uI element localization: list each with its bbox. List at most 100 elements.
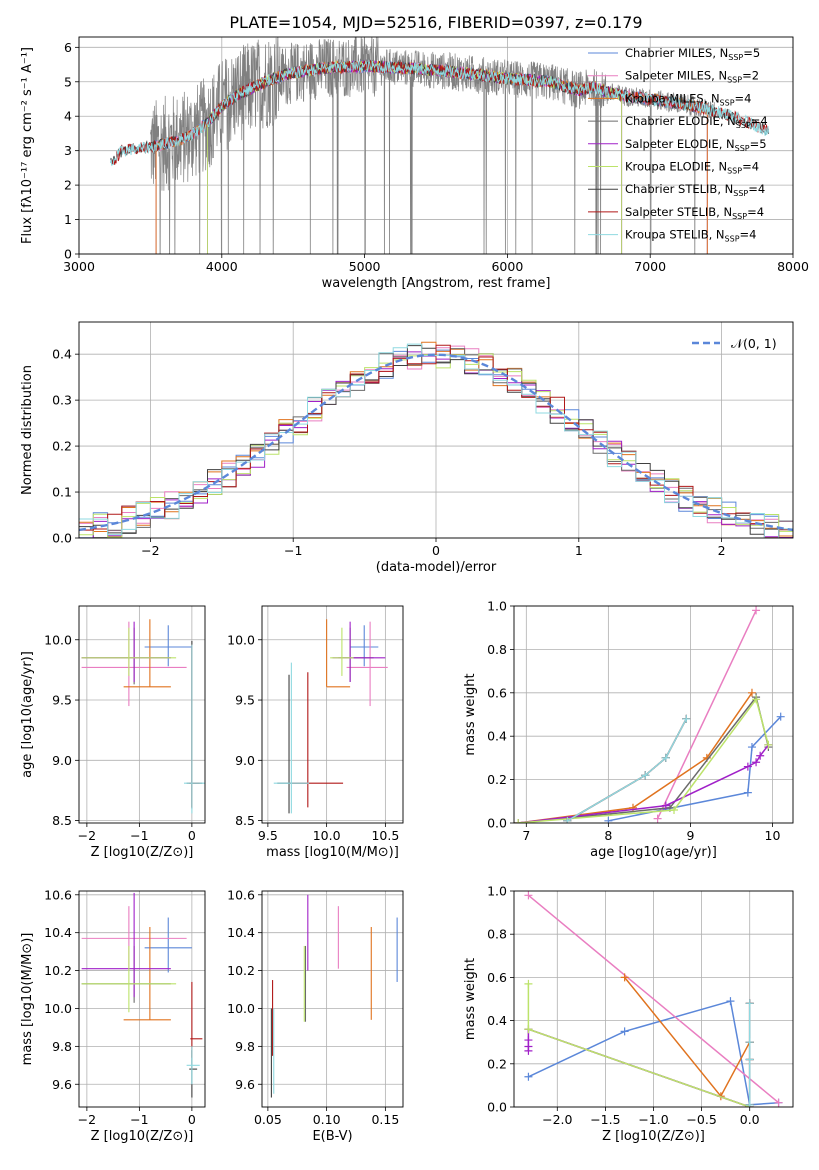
histogram-kroupa-stelib (79, 343, 793, 538)
y-tick-label: 10.0 (44, 632, 72, 647)
legend-label-sub: SSP (733, 189, 748, 198)
y-tick-label: 9.5 (52, 693, 72, 708)
y-tick-label: 9.0 (52, 753, 72, 768)
y-axis-label: mass weight (463, 958, 478, 1040)
x-axis-label: (data-model)/error (376, 560, 497, 575)
x-tick-label: 10.0 (313, 828, 341, 843)
x-axis-label: mass [log10(M/M⊙)] (266, 845, 399, 860)
point-marker-chabrier-miles (726, 997, 735, 1006)
plot-area (270, 894, 398, 1098)
legend-label-text: Salpeter STELIB, N (625, 205, 732, 219)
plot-area (79, 341, 793, 538)
series-kroupa-elodie (518, 697, 770, 823)
legend-label: Salpeter MILES, NSSP=2 (625, 69, 759, 85)
axes-residuals: −2 −1 0 1 2 0.0 0.1 0.2 0.3 0.4 (data-model)/error… (20, 321, 794, 575)
y-tick-label: 0.8 (487, 927, 507, 942)
point-marker-kroupa-elodie (524, 1025, 533, 1034)
y-tick-label: 8.5 (52, 813, 72, 828)
series-kroupa-miles (624, 976, 751, 1098)
axes-frame (261, 890, 404, 1108)
y-tick-label: 10.0 (44, 1001, 72, 1016)
x-tick-label: 0.0 (740, 1112, 760, 1127)
legend-label-text: Chabrier ELODIE, N (625, 114, 736, 128)
x-tick-label: −2 (78, 828, 96, 843)
y-tick-label: 0.4 (487, 729, 507, 744)
series-salpeter-miles (527, 894, 780, 1104)
y-tick-label: 9.6 (52, 1077, 72, 1092)
x-tick-label: −1 (130, 1112, 148, 1127)
point-marker-chabrier-miles (620, 1027, 629, 1036)
series-kroupa-stelib (566, 718, 687, 822)
legend-label-text: Kroupa MILES, N (625, 91, 720, 105)
x-tick-label: 9 (686, 828, 694, 843)
grid (79, 606, 205, 823)
y-tick-label: 8.5 (235, 813, 255, 828)
series-salpeter-elodie (518, 744, 769, 823)
x-tick-label: 0.15 (371, 1112, 399, 1127)
y-tick-label: 0.6 (487, 970, 507, 985)
y-tick-label: 9.5 (235, 693, 255, 708)
y-axis-label: Normed distribution (20, 365, 35, 495)
axes-frame (513, 890, 794, 1108)
legend-label-text: Salpeter MILES, N (625, 69, 727, 83)
legend-label-sub: SSP (735, 144, 750, 153)
legend-label-text: Kroupa ELODIE, N (625, 160, 727, 174)
y-tick-label: 0.4 (52, 347, 72, 362)
y-tick-label: 9.6 (235, 1077, 255, 1092)
y-tick-label: 4 (64, 109, 72, 124)
x-tick-label: 2 (718, 543, 726, 558)
x-axis-label: Z [log10(Z/Z⊙)] (602, 1129, 705, 1144)
grid (514, 605, 793, 824)
y-tick-label: 0.0 (487, 1100, 507, 1115)
point-marker-kroupa-elodie (752, 695, 761, 704)
series-kroupa-miles (518, 692, 753, 823)
point-marker-chabrier-miles (776, 712, 785, 721)
y-tick-label: 1 (64, 212, 72, 227)
axes-massweight_vs_Z: −2.0 −1.5 −1.0 −0.5 0.0 0.0 0.2 0.4 0.6 0.8 1.0 Z [… (463, 884, 794, 1144)
point-marker-chabrier-miles (747, 743, 756, 752)
x-axis-label: Z [log10(Z/Z⊙)] (91, 845, 194, 860)
x-tick-label: 0 (188, 828, 196, 843)
y-tick-label: 1.0 (487, 599, 507, 614)
y-tick-label: 5 (64, 74, 72, 89)
point-marker-chabrier-miles (604, 816, 613, 823)
point-marker-kroupa-miles (620, 973, 629, 982)
plot-area (109, 37, 770, 254)
y-tick-label: 2 (64, 178, 72, 193)
x-tick-label: 5000 (349, 259, 381, 274)
axes-age_vs_Z: −2 −1 0 8.5 9.0 9.5 10.0 Z [log10(Z/Z⊙)] age [lo… (20, 605, 206, 860)
legend-label-tail: =4 (742, 160, 759, 174)
legend-label-tail: =5 (750, 137, 767, 151)
legend-label-sub: SSP (727, 76, 742, 85)
x-tick-label: 3000 (63, 259, 95, 274)
legend-label-sub: SSP (720, 98, 735, 107)
x-tick-label: 8000 (777, 259, 809, 274)
point-marker-salpeter-miles (752, 606, 761, 615)
y-tick-label: 10.0 (227, 1001, 255, 1016)
gaussian-curve (79, 353, 793, 532)
grid (262, 891, 403, 1107)
legend-label-sub: SSP (727, 167, 742, 176)
x-tick-label: 4000 (206, 259, 238, 274)
y-tick-label: 0.2 (487, 1056, 507, 1071)
y-tick-label: 0.2 (487, 772, 507, 787)
axes-massweight_vs_age: 7 8 9 10 0.0 0.2 0.4 0.6 0.8 1.0 age [log10(age/yr… (463, 599, 794, 860)
series-kroupa-elodie (527, 983, 750, 1107)
point-marker-kroupa-stelib (745, 1100, 754, 1107)
x-tick-label: −1 (130, 828, 148, 843)
x-tick-label: −0.5 (686, 1112, 716, 1127)
point-marker-salpeter-elodie (661, 801, 670, 810)
x-tick-label: 0 (432, 543, 440, 558)
point-marker-kroupa-miles (747, 688, 756, 697)
y-tick-label: 9.0 (235, 753, 255, 768)
point-marker-kroupa-stelib (661, 753, 670, 762)
y-tick-label: 9.8 (235, 1039, 255, 1054)
plot-area (81, 892, 203, 1098)
y-tick-label: 0.3 (52, 393, 72, 408)
legend-label-sub: SSP (728, 53, 743, 62)
x-tick-label: 9.5 (258, 828, 278, 843)
point-marker-kroupa-stelib (745, 1038, 754, 1047)
x-tick-label: 7 (522, 828, 530, 843)
